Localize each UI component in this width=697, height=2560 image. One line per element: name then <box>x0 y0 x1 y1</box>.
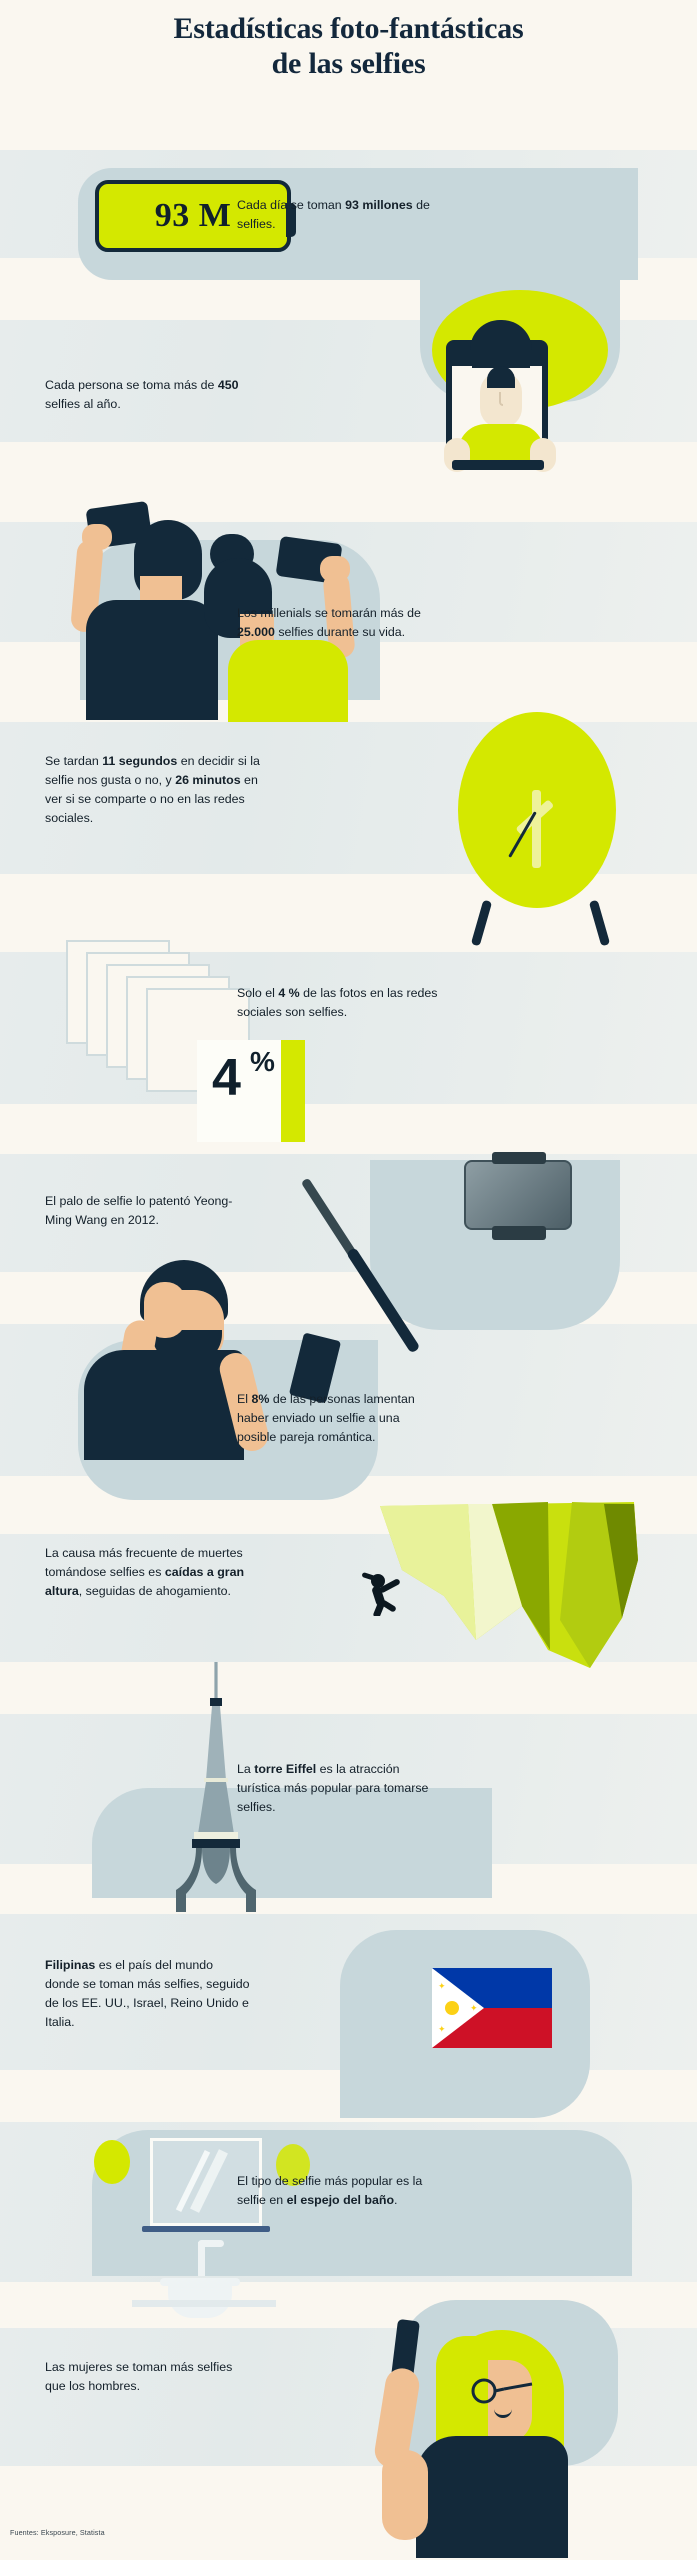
text-bold: Filipinas <box>45 1958 96 1972</box>
sink-rim-icon <box>160 2278 240 2286</box>
text-c: en ver si se comparte o no en las redes … <box>45 772 258 825</box>
nose-icon <box>499 392 503 406</box>
falling-person-icon <box>362 1572 400 1616</box>
bold-b: 26 minutos <box>175 772 241 787</box>
hair-fringe <box>472 352 530 368</box>
text-post: es el país del mundo donde se toman más … <box>45 1958 250 2029</box>
text-post: de selfies. <box>237 198 430 231</box>
body-1-icon <box>86 600 218 720</box>
fact-text-decision-time: Se tardan 11 segundos en decidir si la s… <box>45 752 270 827</box>
woman-smile-icon <box>494 2408 512 2418</box>
woman-body-icon <box>416 2436 568 2558</box>
selfie-stick-clamp-top <box>492 1152 546 1164</box>
band-cream-top <box>0 0 697 150</box>
page-title: Estadísticas foto-fantásticas de las sel… <box>0 0 697 92</box>
mirror-shelf-icon <box>142 2226 270 2232</box>
text-post: de las fotos en las redes sociales son s… <box>237 986 438 1019</box>
band-cream-5 <box>0 1104 697 1154</box>
text-pre: Cada día se toman <box>237 198 346 212</box>
text-bold: el espejo del baño <box>286 2192 395 2207</box>
philippines-flag-icon: ✦ ✦ ✦ <box>432 1968 552 2048</box>
text-bold: torre Eiffel <box>254 1762 317 1776</box>
flag-star-right-icon: ✦ <box>470 2003 478 2013</box>
text-post: es la atracción turística más popular pa… <box>237 1762 429 1814</box>
faucet-spout-icon <box>198 2240 224 2247</box>
fact-text-daily-selfies: Cada día se toman 93 millones de selfies… <box>237 196 442 234</box>
flag-sun-icon <box>445 2001 459 2015</box>
phone-in-hand-icon <box>452 460 544 470</box>
fact-text-four-percent: Solo el 4 % de las fotos en las redes so… <box>237 984 442 1022</box>
text-pre: La causa más frecuente de muertes tománd… <box>45 1546 243 1579</box>
text-pre: Los millenials se tomarán más de <box>237 606 421 620</box>
text-a: Se tardan <box>45 754 103 768</box>
cliff-fall-icon <box>380 1502 638 1668</box>
fact-text-selfie-deaths: La causa más frecuente de muertes tománd… <box>45 1544 245 1601</box>
counter-icon <box>132 2300 276 2307</box>
woman-glasses-icon <box>471 2378 533 2404</box>
page-title-line2: de las selfies <box>271 47 426 80</box>
text-bold: 4 % <box>278 986 300 1000</box>
selfie-stick-clamp-bottom <box>492 1226 546 1240</box>
text-bold: 93 millones <box>345 198 413 212</box>
fact-text-selfies-per-year: Cada persona se toma más de 450 selfies … <box>45 376 260 414</box>
green-dot-right-icon <box>276 2144 310 2186</box>
flag-star-bottom-icon: ✦ <box>438 2024 446 2034</box>
fact-text-philippines: Filipinas es el país del mundo donde se … <box>45 1956 250 2031</box>
facepalm-body-icon <box>84 1350 244 1460</box>
clock-hand-minute <box>532 790 541 868</box>
eiffel-tower-icon <box>176 1662 256 1912</box>
hair-bun-icon <box>487 366 515 388</box>
text-pre: Solo el <box>237 986 279 1000</box>
four-percent-inner <box>197 1040 281 1142</box>
blob-decoration <box>92 1788 492 1898</box>
green-dot-left-icon <box>94 2140 130 2184</box>
fact-text-selfie-stick: El palo de selfie lo patentó Yeong-Ming … <box>45 1194 233 1227</box>
fact-text-millenial: Los millenials se tomarán más de 25.000 … <box>237 604 442 642</box>
text-post: selfies durante su vida. <box>274 624 406 639</box>
battery-icon: 93 M <box>95 180 296 252</box>
band-cream-8 <box>0 1662 697 1714</box>
fact-text-women-more: Las mujeres se toman más selfies que los… <box>45 2360 233 2393</box>
selfie-stick-phone-icon <box>464 1160 572 1230</box>
text-pre: El <box>237 1392 252 1406</box>
fact-text-bathroom-mirror: El tipo de selfie más popular es la self… <box>237 2172 437 2210</box>
flag-star-top-icon: ✦ <box>438 1981 446 1991</box>
text-bold: 450 <box>217 378 239 392</box>
text-pre: El tipo de selfie más popular es la self… <box>237 2174 423 2207</box>
battery-nub <box>286 203 296 237</box>
source-note: Fuentes: Eksposure, Statista <box>10 2528 105 2537</box>
text-post: . <box>394 2192 398 2207</box>
four-percent-number: 4 <box>212 1049 241 1107</box>
body-2-icon <box>228 640 348 722</box>
text-post: , seguidas de ahogamiento. <box>78 1583 231 1598</box>
text-bold: caídas a gran altura <box>45 1564 245 1598</box>
fact-text-eiffel-tower: La torre Eiffel es la atracción turístic… <box>237 1760 437 1817</box>
band-cream-bot <box>0 2466 697 2560</box>
page-title-line1: Estadísticas foto-fantásticas <box>173 11 524 45</box>
text-bold: 8% <box>251 1392 270 1406</box>
text-bold: 25.000 <box>237 624 275 639</box>
four-percent-symbol: % <box>250 1046 275 1077</box>
text-post: selfies al año. <box>45 396 121 411</box>
woman-arm-front-icon <box>382 2450 428 2540</box>
text-pre: Cada persona se toma más de <box>45 378 218 392</box>
text-post: de las personas lamentan haber enviado u… <box>237 1392 415 1444</box>
text-pre: La <box>237 1762 255 1776</box>
faucet-icon <box>198 2242 205 2276</box>
bold-a: 11 segundos <box>102 754 178 768</box>
fact-text-romantic-regret: El 8% de las personas lamentan haber env… <box>237 1390 437 1447</box>
text-b: en decidir si la selfie nos gusta o no, … <box>45 754 260 787</box>
battery-value: 93 M <box>154 197 232 234</box>
